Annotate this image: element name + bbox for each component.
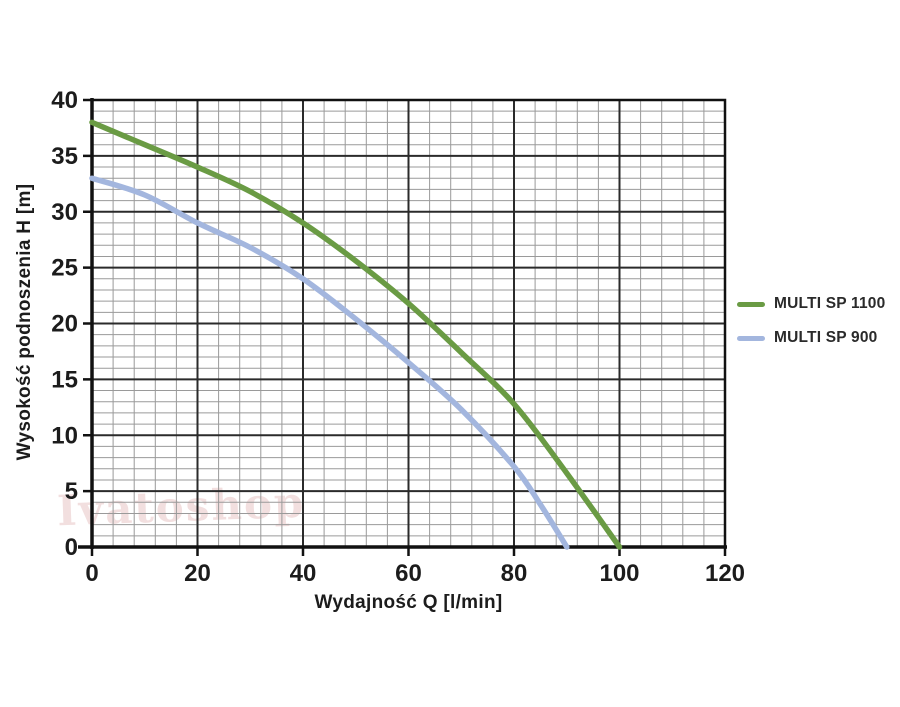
y-tick-label: 20 [51, 311, 78, 338]
y-tick-label: 10 [51, 422, 78, 449]
x-tick-label: 80 [501, 560, 528, 587]
y-tick-label: 25 [51, 255, 78, 282]
x-tick-label: 20 [184, 560, 211, 587]
x-tick-label: 100 [599, 560, 639, 587]
y-tick-label: 5 [65, 478, 78, 505]
x-tick-label: 0 [85, 560, 98, 587]
y-tick-label: 0 [65, 534, 78, 561]
x-tick-label: 60 [395, 560, 422, 587]
legend: MULTI SP 1100 MULTI SP 900 [737, 295, 886, 364]
legend-item-multi-sp-900: MULTI SP 900 [737, 329, 885, 346]
legend-label-multi-sp-900: MULTI SP 900 [774, 329, 878, 346]
legend-swatch-multi-sp-1100 [737, 301, 765, 307]
y-tick-label: 40 [51, 87, 78, 114]
y-axis-title: Wysokość podnoszenia H [m] [14, 183, 35, 461]
legend-swatch-multi-sp-900 [737, 335, 765, 341]
y-tick-label: 15 [51, 366, 78, 393]
x-axis-title: Wydajność Q [l/min] [314, 592, 503, 613]
y-tick-label: 30 [51, 199, 78, 226]
y-tick-label: 35 [51, 143, 78, 170]
series-curve-multi-sp-1100 [89, 119, 623, 550]
legend-item-multi-sp-1100: MULTI SP 1100 [737, 295, 886, 312]
x-tick-label: 120 [705, 560, 745, 587]
series-curve-multi-sp-900 [89, 175, 570, 550]
legend-label-multi-sp-1100: MULTI SP 1100 [774, 295, 886, 312]
x-tick-label: 40 [290, 560, 317, 587]
